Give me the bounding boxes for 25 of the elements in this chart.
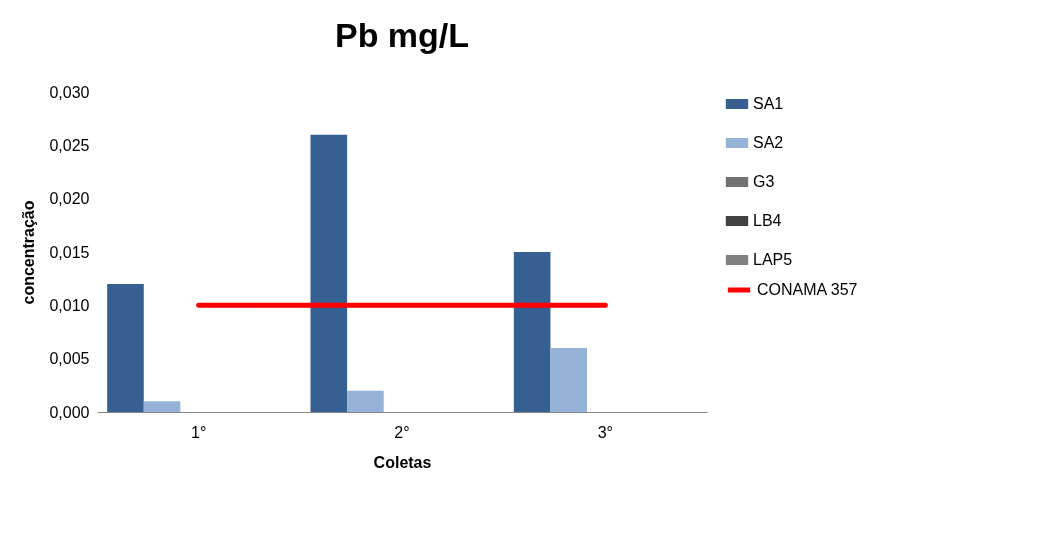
legend-label: SA2	[753, 134, 784, 151]
legend-label: SA1	[753, 95, 784, 112]
y-tick-label: 0,020	[49, 190, 90, 208]
y-tick-label: 0,000	[49, 403, 90, 421]
bar	[550, 348, 588, 412]
x-tick-label: 2°	[394, 423, 410, 441]
x-axis-title: Coletas	[373, 453, 432, 471]
y-tick-label: 0,030	[49, 83, 90, 101]
bar	[107, 284, 144, 412]
legend-label: LAP5	[753, 251, 793, 268]
bar	[347, 390, 384, 412]
legend-label: CONAMA 357	[757, 281, 858, 298]
legend-label: LB4	[753, 212, 782, 229]
y-tick-label: 0,005	[49, 350, 90, 368]
x-tick-label: 3°	[597, 423, 613, 441]
x-tick-label: 1°	[191, 423, 207, 441]
y-tick-label: 0,015	[49, 243, 90, 261]
chart-title: Pb mg/L	[334, 16, 470, 54]
y-tick-label: 0,025	[49, 136, 90, 154]
bar	[310, 134, 348, 412]
bar	[513, 252, 551, 412]
bar	[143, 401, 181, 412]
y-tick-label: 0,010	[49, 296, 90, 314]
y-axis-title: concentração	[20, 200, 38, 305]
legend-label: G3	[753, 173, 775, 190]
